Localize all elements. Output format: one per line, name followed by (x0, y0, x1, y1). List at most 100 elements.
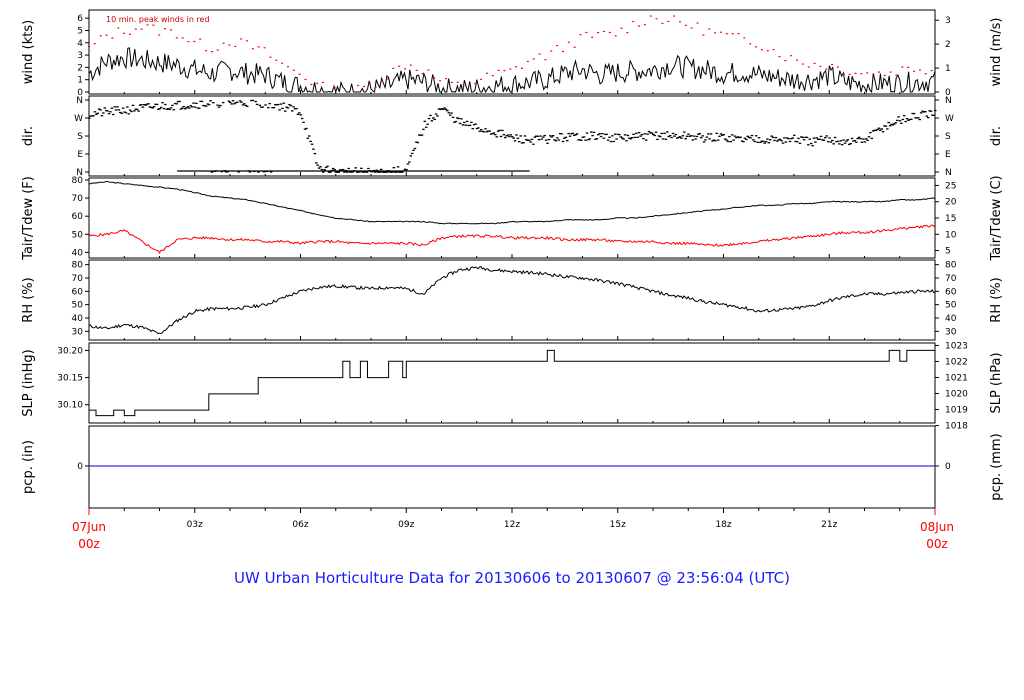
wind-peak-point (924, 73, 927, 75)
wind-peak-point (333, 87, 336, 89)
direction-point (711, 140, 714, 142)
wind-peak-point (216, 49, 219, 51)
direction-point (704, 139, 707, 141)
direction-point (150, 106, 153, 109)
direction-point (389, 171, 393, 173)
pcp-ytick-label-left: 0 (77, 462, 83, 472)
direction-point (588, 138, 592, 140)
wind-peak-point (872, 76, 875, 78)
direction-point (747, 136, 751, 138)
direction-point (699, 137, 703, 139)
direction-point (351, 171, 355, 173)
direction-point (856, 137, 859, 140)
direction-point (558, 132, 562, 135)
direction-point (123, 111, 126, 113)
hour-tick-label: 09z (398, 520, 414, 530)
direction-point (212, 102, 215, 104)
direction-point (912, 112, 916, 115)
wind-peak-point (801, 63, 804, 65)
direction-point (505, 135, 508, 137)
direction-point (618, 134, 621, 136)
direction-point (238, 100, 242, 102)
wind-peak-point (842, 73, 845, 75)
direction-point (613, 133, 617, 135)
hour-tick-label: 03z (187, 520, 203, 530)
direction-point (172, 109, 176, 111)
direction-point (282, 102, 286, 104)
direction-point (650, 132, 654, 134)
pressure-panel-frame (88, 342, 936, 424)
wind-peak-point (234, 45, 237, 48)
direction-point (303, 128, 307, 130)
wind-peak-point (550, 50, 553, 52)
wind-peak-point (901, 66, 904, 68)
direction-point (675, 137, 679, 139)
direction-point (629, 138, 632, 140)
wind-peak-point (608, 31, 611, 34)
wind-peak-point (778, 55, 781, 58)
direction-point (243, 103, 246, 105)
direction-point (691, 139, 694, 141)
direction-point (601, 132, 604, 135)
direction-point (663, 132, 666, 135)
slp-ytick-label-right: 1019 (945, 406, 968, 416)
direction-point (508, 135, 511, 138)
direction-point (764, 141, 768, 143)
direction-point (749, 137, 752, 139)
direction-point (217, 106, 221, 108)
direction-point (914, 117, 917, 119)
direction-point (472, 123, 476, 126)
direction-point (582, 136, 586, 138)
direction-point (241, 104, 245, 106)
wind-ytick-label-left: 3 (77, 51, 83, 61)
direction-point (770, 135, 773, 137)
wind-ytick-label-left: 6 (77, 14, 83, 24)
direction-point (324, 166, 328, 169)
direction-point (495, 136, 498, 138)
direction-point (405, 169, 408, 171)
humidity-ylabel-right: RH (%) (989, 277, 1004, 322)
wind-peak-point (614, 35, 617, 37)
hour-tick-label: 15z (610, 520, 626, 530)
dir-ytick-label-right: E (945, 150, 951, 160)
direction-point (570, 133, 573, 135)
wind-peak-point (526, 60, 529, 63)
direction-point (622, 138, 625, 140)
direction-point (503, 136, 507, 139)
wind-peak-point (807, 66, 810, 68)
wind-peak-point (725, 33, 728, 35)
direction-point (901, 118, 905, 121)
direction-point (379, 168, 383, 171)
wind-peak-point (497, 69, 500, 72)
direction-point (250, 99, 253, 102)
direction-point (274, 103, 277, 106)
hour-tick-label: 06z (292, 520, 308, 530)
direction-point (811, 145, 814, 147)
wind-peak-point (251, 48, 254, 50)
wind-peak-point (643, 24, 646, 26)
direction-point (833, 136, 837, 139)
direction-point (839, 140, 843, 142)
direction-point (809, 142, 813, 145)
direction-point (702, 141, 706, 143)
direction-point (135, 108, 139, 111)
wind-peak-point (749, 43, 752, 45)
direction-point (209, 100, 212, 102)
direction-point (649, 132, 652, 134)
wind-peak-point (561, 50, 564, 53)
wind-speed-line (88, 47, 936, 94)
direction-point (620, 137, 624, 139)
direction-point (886, 128, 889, 130)
direction-point (911, 112, 914, 115)
direction-point (119, 111, 122, 114)
wind-peak-point (638, 25, 641, 27)
direction-point (574, 134, 577, 136)
direction-point (515, 134, 518, 136)
direction-point (568, 135, 572, 137)
direction-point (182, 105, 185, 108)
direction-point (159, 106, 163, 109)
direction-point (630, 137, 634, 139)
direction-point (162, 107, 166, 110)
wind-peak-point (152, 24, 155, 26)
direction-point (463, 121, 466, 124)
